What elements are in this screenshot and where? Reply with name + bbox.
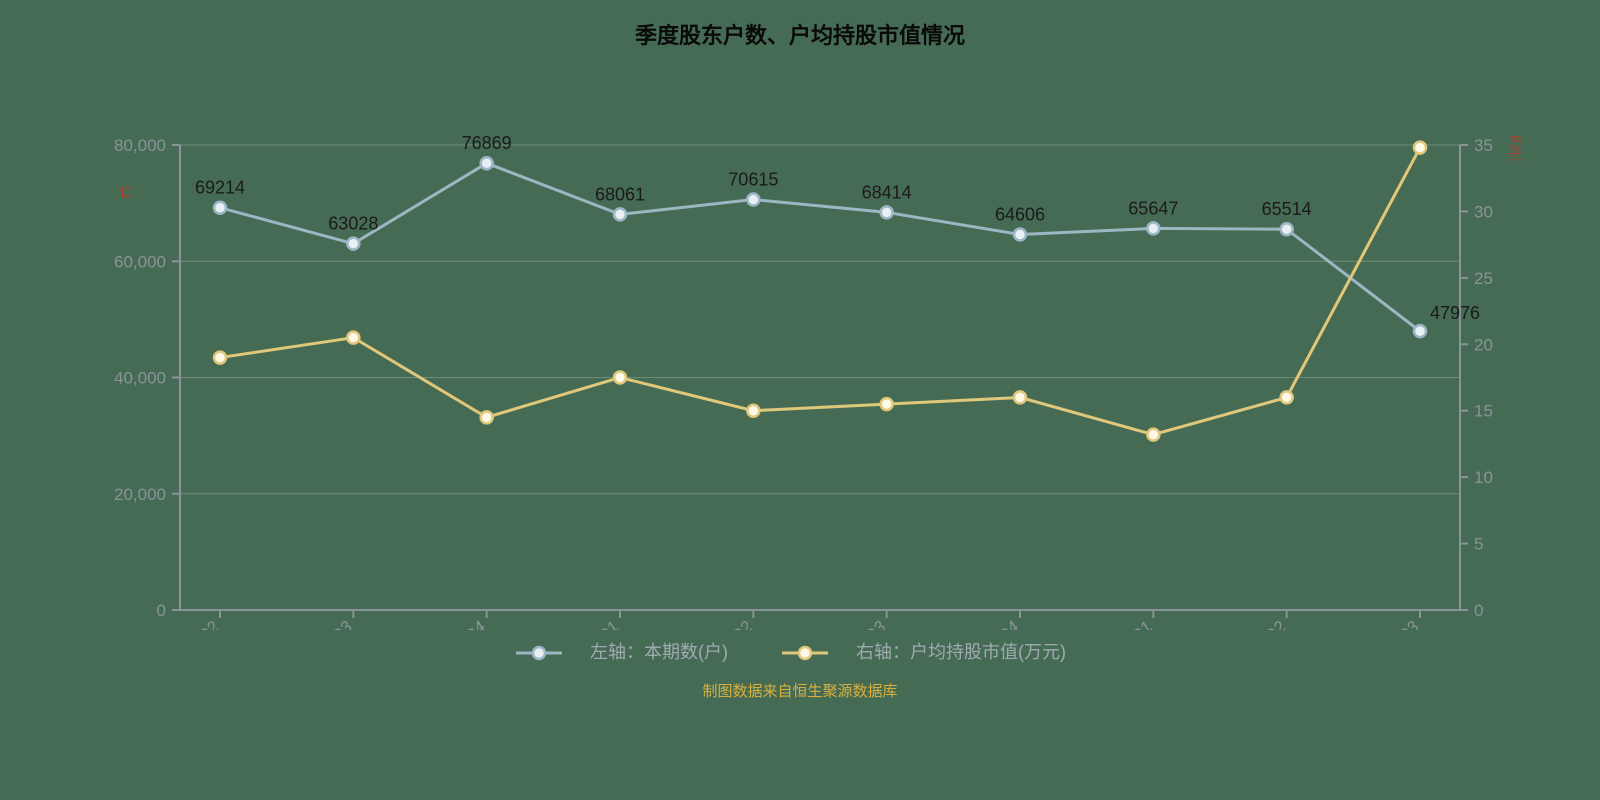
chart-container: 0 20,000 40,000 60,000 80,000 0 5 10 15 20 25 30 35 2… — [0, 50, 1600, 630]
svg-text:15: 15 — [1474, 402, 1493, 421]
svg-text:30: 30 — [1474, 202, 1493, 221]
svg-text:0: 0 — [1474, 601, 1483, 620]
svg-text:0: 0 — [157, 601, 166, 620]
svg-text:万元: 万元 — [1508, 135, 1523, 162]
svg-text:仁: 仁 — [118, 185, 133, 198]
x-axis-label: 2023Q4 — [966, 617, 1023, 630]
dual-axis-line-chart: 0 20,000 40,000 60,000 80,000 0 5 10 15 20 25 30 35 2… — [0, 50, 1600, 630]
svg-text:63028: 63028 — [328, 214, 378, 234]
svg-text:76869: 76869 — [462, 133, 512, 153]
x-axis-label: 2023Q2 — [699, 617, 756, 630]
svg-text:20,000: 20,000 — [114, 485, 166, 504]
svg-text:60,000: 60,000 — [114, 252, 166, 271]
legend-item: 右轴：户均持股市值(万元) — [782, 642, 1084, 662]
x-axis-label: 2023Q3 — [833, 617, 890, 630]
svg-text:35: 35 — [1474, 136, 1493, 155]
svg-text:40,000: 40,000 — [114, 369, 166, 388]
svg-text:47976: 47976 — [1430, 303, 1480, 323]
x-axis-label: 2024Q1 — [1099, 617, 1156, 630]
svg-text:10: 10 — [1474, 468, 1493, 487]
legend: 左轴：本期数(户) 右轴：户均持股市值(万元) — [0, 638, 1600, 664]
legend-label: 左轴：本期数(户) — [590, 642, 728, 662]
svg-text:65514: 65514 — [1262, 199, 1312, 219]
x-axis-label: 2023Q1 — [566, 617, 623, 630]
svg-text:80,000: 80,000 — [114, 136, 166, 155]
legend-swatch — [516, 645, 562, 661]
svg-text:25: 25 — [1474, 269, 1493, 288]
svg-text:5: 5 — [1474, 535, 1483, 554]
legend-item: 左轴：本期数(户) — [516, 642, 746, 662]
svg-text:20: 20 — [1474, 335, 1493, 354]
footer-source: 制图数据来自恒生聚源数据库 — [0, 680, 1600, 701]
x-axis-label: 2022Q4 — [433, 617, 490, 630]
x-axis-label: 2024Q2 — [1233, 617, 1290, 630]
legend-label: 右轴：户均持股市值(万元) — [856, 642, 1066, 662]
x-axis-label: 2024Q3 — [1366, 617, 1423, 630]
svg-text:70615: 70615 — [728, 170, 778, 190]
x-axis-label: 2022Q2 — [166, 617, 223, 630]
svg-text:64606: 64606 — [995, 204, 1045, 224]
svg-text:65647: 65647 — [1128, 198, 1178, 218]
svg-text:68061: 68061 — [595, 184, 645, 204]
x-axis-label: 2022Q3 — [299, 617, 356, 630]
legend-swatch — [782, 645, 828, 661]
svg-text:69214: 69214 — [195, 178, 245, 198]
chart-title: 季度股东户数、户均持股市值情况 — [0, 0, 1600, 50]
svg-text:68414: 68414 — [862, 182, 912, 202]
